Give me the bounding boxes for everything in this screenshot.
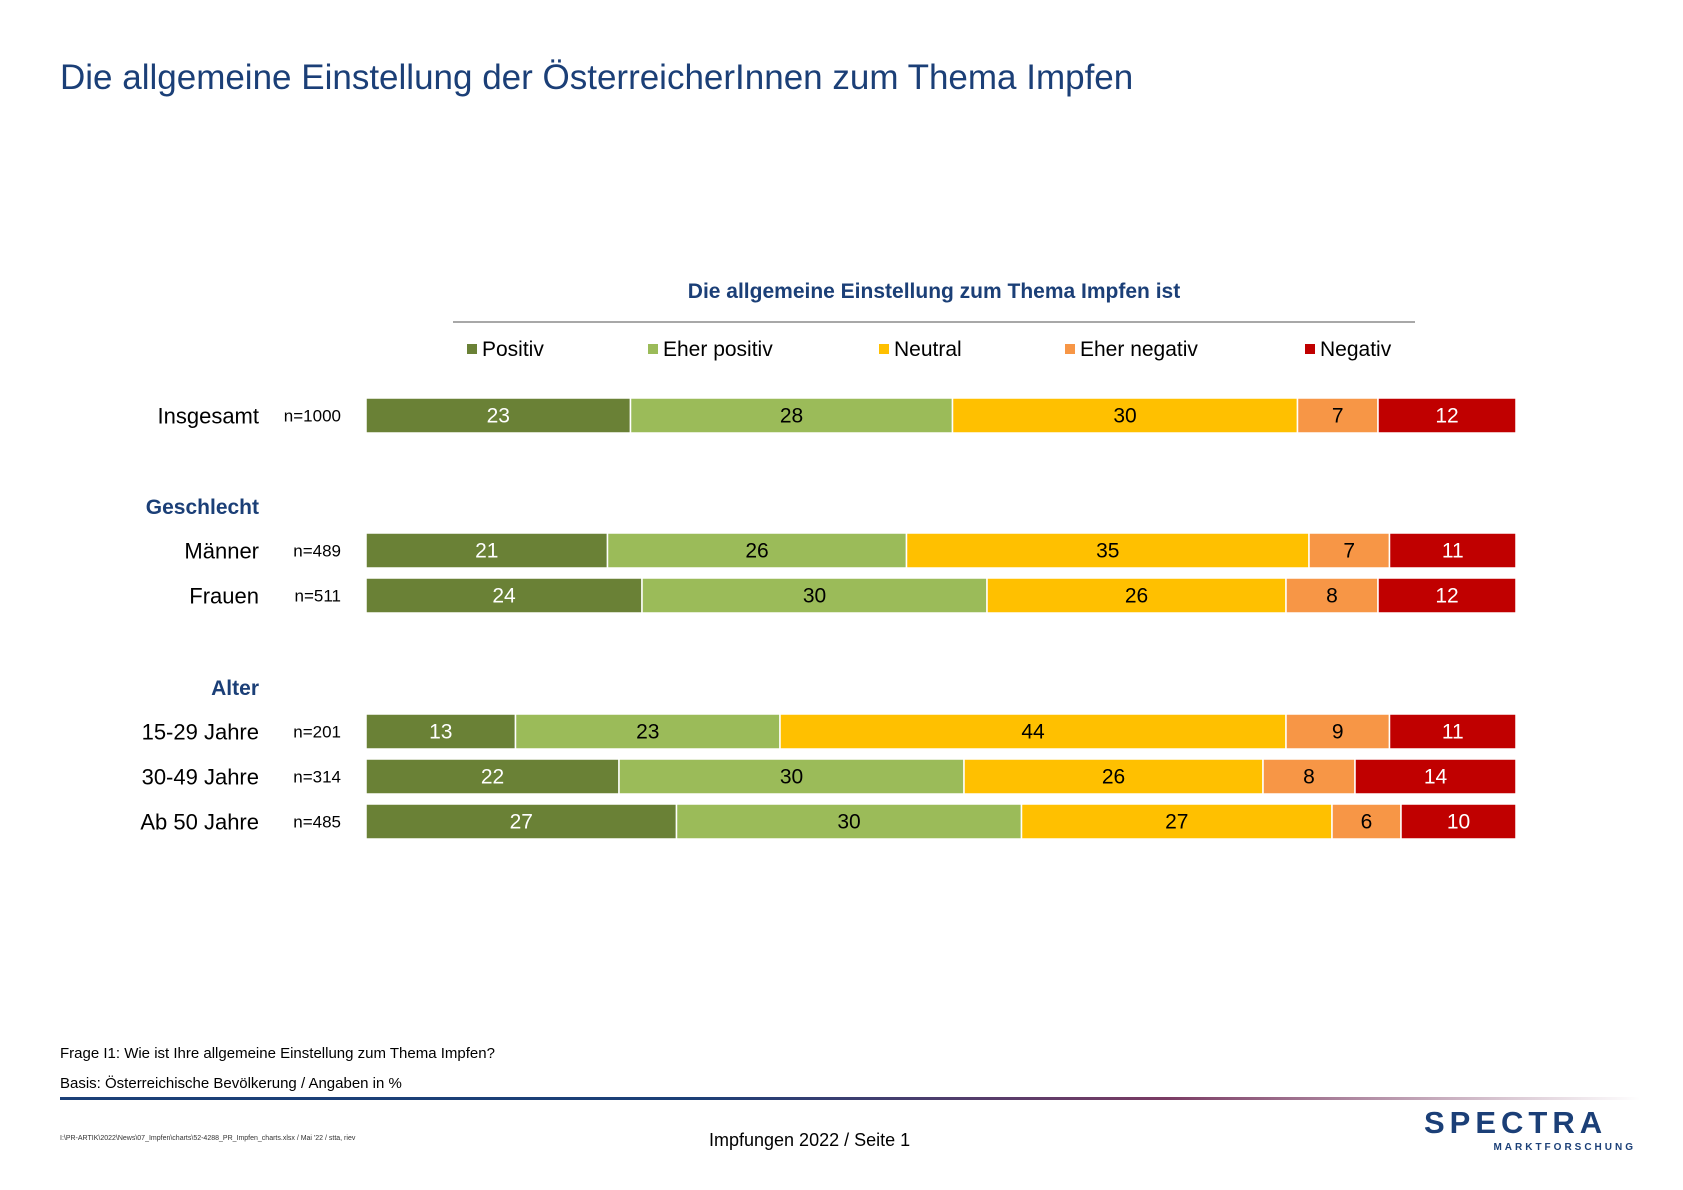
- legend-swatch-positiv: [467, 344, 477, 354]
- data-label-ab-50-jahre-positiv: 27: [510, 811, 533, 834]
- row-n-ab-50-jahre: n=485: [293, 813, 341, 832]
- bar-segment-30-49-jahre-positiv: [365, 758, 620, 795]
- bar-segment-15-29-jahre-positiv: [365, 713, 517, 750]
- data-label-frauen-negativ: 12: [1435, 585, 1458, 608]
- bar-segment-30-49-jahre-eher-positiv: [618, 758, 965, 795]
- data-label-insgesamt-eher-negativ: 7: [1332, 405, 1344, 428]
- bar-segment-15-29-jahre-eher-negativ: [1285, 713, 1391, 750]
- file-path: I:\PR-ARTIK\2022\News\07_Impfen\charts\5…: [60, 1135, 356, 1142]
- data-label-maenner-negativ: 11: [1442, 540, 1464, 563]
- bar-segment-maenner-eher-positiv: [606, 532, 908, 569]
- data-label-insgesamt-neutral: 30: [1113, 405, 1136, 428]
- data-label-maenner-eher-negativ: 7: [1343, 540, 1355, 563]
- bar-segment-15-29-jahre-negativ: [1388, 713, 1517, 750]
- group-label-geschlecht: Geschlecht: [146, 496, 259, 519]
- data-label-frauen-positiv: 24: [492, 585, 516, 608]
- bar-segment-maenner-eher-negativ: [1308, 532, 1391, 569]
- legend-label-negativ: Negativ: [1320, 338, 1392, 361]
- bar-segment-15-29-jahre-neutral: [779, 713, 1287, 750]
- row-n-maenner: n=489: [293, 542, 341, 561]
- data-label-frauen-eher-negativ: 8: [1326, 585, 1338, 608]
- legend-label-eher-negativ: Eher negativ: [1080, 338, 1198, 361]
- page-title: Die allgemeine Einstellung der Österreic…: [60, 58, 1134, 97]
- data-label-insgesamt-positiv: 23: [487, 405, 510, 428]
- legend-swatch-eher-positiv: [648, 344, 658, 354]
- data-label-30-49-jahre-positiv: 22: [481, 766, 504, 789]
- chart-title-divider: [453, 321, 1415, 323]
- row-label-ab-50-jahre: Ab 50 Jahre: [140, 810, 259, 835]
- data-label-ab-50-jahre-neutral: 27: [1165, 811, 1188, 834]
- row-n-frauen: n=511: [295, 587, 341, 606]
- bar-segment-ab-50-jahre-eher-positiv: [675, 803, 1023, 840]
- data-label-15-29-jahre-neutral: 44: [1021, 721, 1045, 744]
- legend-label-eher-positiv: Eher positiv: [663, 338, 773, 361]
- data-label-15-29-jahre-positiv: 13: [429, 721, 452, 744]
- data-label-30-49-jahre-eher-positiv: 30: [780, 766, 803, 789]
- data-label-15-29-jahre-eher-negativ: 9: [1332, 721, 1344, 744]
- row-label-15-29-jahre: 15-29 Jahre: [142, 720, 259, 745]
- logo-subline: MARKTFORSCHUNG: [1493, 1142, 1636, 1153]
- base-note: Basis: Österreichische Bevölkerung / Ang…: [60, 1075, 402, 1092]
- page-label: Impfungen 2022 / Seite 1: [709, 1130, 911, 1150]
- legend-swatch-negativ: [1305, 344, 1315, 354]
- data-label-maenner-positiv: 21: [475, 540, 498, 563]
- bar-segment-insgesamt-positiv: [365, 397, 632, 434]
- data-label-ab-50-jahre-eher-positiv: 30: [837, 811, 860, 834]
- bar-segment-frauen-negativ: [1377, 577, 1517, 614]
- legend-swatch-neutral: [879, 344, 889, 354]
- spectra-logo: SPECTRA MARKTFORSCHUNG: [1424, 1105, 1636, 1155]
- bar-segment-insgesamt-eher-positiv: [629, 397, 954, 434]
- bar-segment-ab-50-jahre-eher-negativ: [1331, 803, 1402, 840]
- bar-segment-15-29-jahre-eher-positiv: [514, 713, 781, 750]
- bar-segment-ab-50-jahre-negativ: [1400, 803, 1517, 840]
- bar-segment-frauen-positiv: [365, 577, 643, 614]
- row-label-insgesamt: Insgesamt: [158, 404, 260, 429]
- footer-divider: [60, 1097, 1640, 1100]
- data-label-15-29-jahre-eher-positiv: 23: [636, 721, 659, 744]
- bar-segment-frauen-neutral: [986, 577, 1287, 614]
- row-n-15-29-jahre: n=201: [293, 723, 341, 742]
- bar-segment-30-49-jahre-neutral: [963, 758, 1264, 795]
- legend-swatch-eher-negativ: [1065, 344, 1075, 354]
- data-label-insgesamt-negativ: 12: [1435, 405, 1458, 428]
- logo-wordmark: SPECTRA: [1424, 1105, 1608, 1140]
- bar-segment-30-49-jahre-eher-negativ: [1262, 758, 1356, 795]
- data-label-maenner-eher-positiv: 26: [745, 540, 768, 563]
- stacked-bar-chart: Positiv Eher positiv Neutral Eher negativ Ne…: [140, 338, 1517, 840]
- data-label-ab-50-jahre-eher-negativ: 6: [1361, 811, 1373, 834]
- legend-label-positiv: Positiv: [482, 338, 544, 361]
- bar-segment-ab-50-jahre-neutral: [1020, 803, 1333, 840]
- bar-segment-insgesamt-negativ: [1377, 397, 1517, 434]
- bar-segment-maenner-negativ: [1388, 532, 1517, 569]
- row-label-30-49-jahre: 30-49 Jahre: [142, 765, 259, 790]
- bar-segment-ab-50-jahre-positiv: [365, 803, 678, 840]
- row-n-30-49-jahre: n=314: [293, 768, 341, 787]
- data-label-30-49-jahre-eher-negativ: 8: [1303, 766, 1315, 789]
- data-label-15-29-jahre-negativ: 11: [1442, 721, 1464, 744]
- row-n-insgesamt: n=1000: [284, 407, 341, 426]
- chart-title: Die allgemeine Einstellung zum Thema Imp…: [687, 280, 1181, 303]
- legend-label-neutral: Neutral: [894, 338, 962, 361]
- bar-segment-30-49-jahre-negativ: [1354, 758, 1517, 795]
- group-label-alter: Alter: [211, 677, 259, 700]
- data-label-frauen-eher-positiv: 30: [803, 585, 826, 608]
- data-label-30-49-jahre-negativ: 14: [1424, 766, 1448, 789]
- question-note: Frage I1: Wie ist Ihre allgemeine Einste…: [60, 1045, 495, 1062]
- bar-segment-insgesamt-neutral: [951, 397, 1299, 434]
- row-label-frauen: Frauen: [189, 584, 259, 609]
- data-label-maenner-neutral: 35: [1096, 540, 1119, 563]
- row-label-maenner: Männer: [184, 539, 259, 564]
- data-label-ab-50-jahre-negativ: 10: [1447, 811, 1470, 834]
- data-label-30-49-jahre-neutral: 26: [1102, 766, 1125, 789]
- data-label-frauen-neutral: 26: [1125, 585, 1148, 608]
- data-label-insgesamt-eher-positiv: 28: [780, 405, 803, 428]
